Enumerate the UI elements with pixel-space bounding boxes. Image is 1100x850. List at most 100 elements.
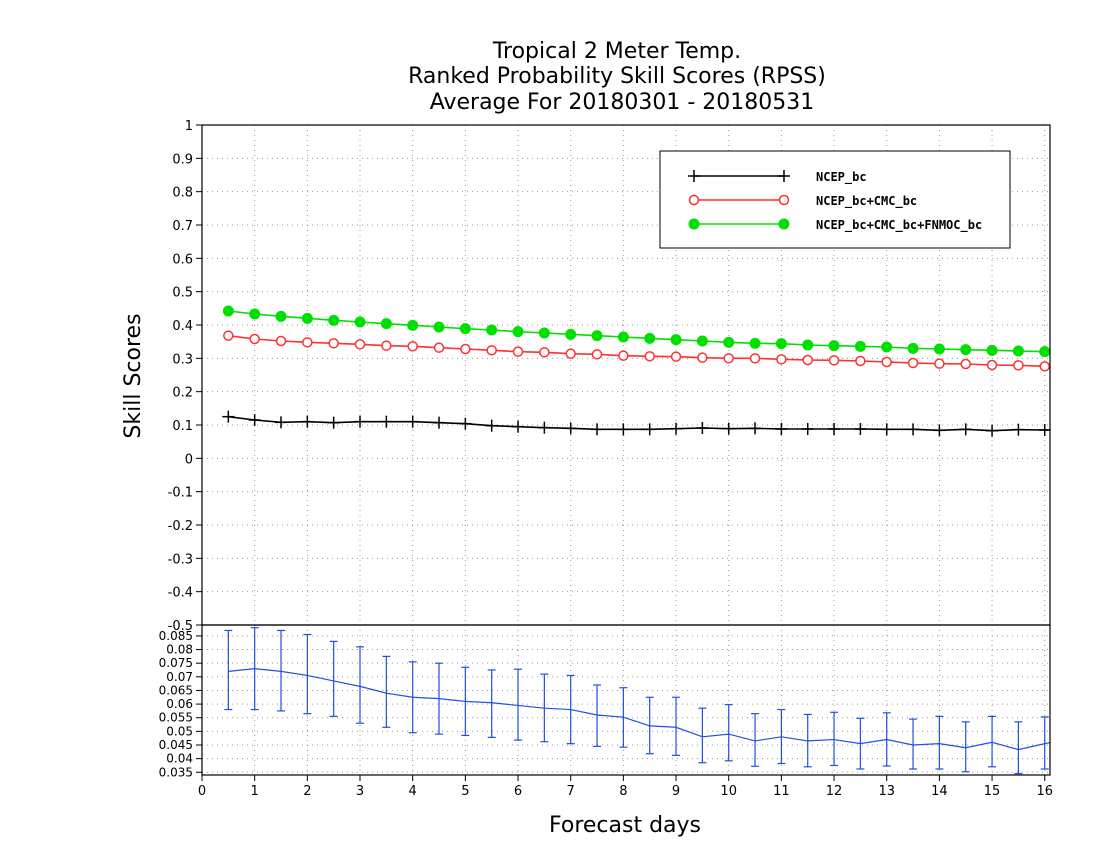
series-line [228, 415, 1051, 432]
top-y-tick-label: 0.9 [172, 152, 193, 167]
top-y-tick-label: 1 [185, 119, 193, 134]
bottom-y-tick-label: 0.055 [159, 711, 193, 725]
error-bar [672, 696, 681, 756]
data-point [538, 421, 551, 434]
top-y-tick-label: 0.2 [172, 386, 193, 401]
error-bar [988, 715, 997, 768]
data-point [723, 336, 735, 348]
legend-label: NCEP_bc+CMC_bc+FNMOC_bc [816, 218, 982, 233]
data-point [934, 358, 945, 369]
data-point [688, 194, 700, 206]
top-y-tick-label: -0.1 [168, 486, 193, 501]
legend-label: NCEP_bc [816, 170, 867, 185]
x-tick-label: 1 [251, 784, 259, 799]
series-1 [223, 330, 1051, 372]
error-bar [724, 704, 733, 762]
error-bar [277, 629, 286, 712]
data-point [723, 353, 734, 364]
series-line [228, 310, 1051, 353]
bottom-y-tick-label: 0.04 [166, 752, 193, 766]
top-y-tick-label: 0.1 [172, 419, 193, 434]
series-2 [222, 305, 1051, 358]
top-y-tick-label: 0.3 [172, 352, 193, 367]
skill-score-series [222, 305, 1051, 437]
legend-entry: NCEP_bc [688, 170, 867, 185]
x-tick-label: 3 [356, 784, 364, 799]
data-point [1012, 345, 1024, 357]
data-point [275, 335, 287, 347]
data-point [486, 345, 497, 356]
data-point [775, 423, 788, 435]
data-point [1039, 346, 1051, 358]
data-point [354, 339, 366, 350]
data-point [670, 422, 683, 435]
x-tick-label: 10 [720, 784, 737, 799]
top-y-tick-label: -0.4 [168, 586, 193, 601]
difference-line [228, 668, 1051, 751]
x-tick-label: 8 [619, 784, 627, 799]
data-point [933, 424, 946, 437]
data-point [433, 416, 446, 429]
skill-score-panel: 1 0.9 0.8 0.7 0.6 0.5 0.4 0.3 0.2 0.1 0 -0.1 -0.2 -0.… [168, 119, 1051, 634]
error-bar [935, 715, 944, 770]
data-point [354, 415, 367, 428]
data-point [986, 344, 998, 356]
error-bar [961, 721, 970, 773]
data-point [249, 333, 260, 345]
data-point [328, 314, 340, 326]
data-point [854, 340, 866, 352]
data-point [565, 348, 576, 359]
legend-entry: NCEP_bc+CMC_bc [688, 194, 917, 209]
error-bar [830, 711, 839, 767]
data-point [591, 330, 603, 342]
data-point [749, 337, 761, 349]
data-point [776, 354, 787, 365]
series-line [228, 334, 1051, 368]
bottom-y-tick-label: 0.05 [166, 724, 193, 738]
bottom-y-axis: 0.0850.080.0750.070.0650.060.0550.050.04… [159, 629, 202, 779]
data-point [564, 422, 577, 435]
data-point [828, 340, 840, 352]
data-point [275, 310, 287, 322]
bottom-y-tick-label: 0.06 [166, 697, 193, 711]
data-point [512, 420, 525, 433]
data-point [778, 218, 790, 230]
data-point [960, 358, 971, 370]
data-point [1012, 423, 1025, 436]
data-point [644, 332, 656, 344]
error-bar [356, 646, 365, 724]
data-point [591, 423, 604, 436]
data-point [778, 170, 790, 182]
bottom-y-tick-label: 0.035 [159, 765, 193, 779]
x-tick-label: 6 [514, 784, 522, 799]
data-point [828, 355, 840, 366]
data-point [459, 417, 472, 430]
top-y-axis: 1 0.9 0.8 0.7 0.6 0.5 0.4 0.3 0.2 0.1 0 -0.1 -0.2 -0.… [168, 119, 202, 634]
data-point [1013, 360, 1024, 371]
top-y-tick-label: -0.2 [168, 519, 193, 534]
data-point [433, 342, 445, 353]
x-axis: 0 1 2 3 4 5 6 7 8 9 10 11 12 13 14 15 16 [198, 775, 1053, 799]
data-point [512, 346, 524, 357]
data-point [565, 328, 577, 340]
data-point [802, 354, 813, 366]
data-point [275, 416, 288, 429]
error-bar [909, 718, 918, 770]
data-point [801, 423, 814, 435]
top-y-tick-label: -0.3 [168, 552, 193, 567]
data-point [644, 351, 655, 362]
top-y-tick-label: 0.7 [172, 219, 193, 234]
x-tick-label: 15 [984, 784, 1001, 799]
data-point [1039, 361, 1050, 372]
title-line-3: Average For 20180301 - 20180531 [430, 90, 815, 115]
top-gridlines [202, 125, 1050, 625]
data-point [960, 344, 972, 356]
error-bar [382, 655, 391, 728]
data-point [486, 324, 498, 336]
data-point [380, 318, 392, 330]
error-bar [303, 633, 312, 715]
data-point [778, 194, 790, 206]
data-point [986, 359, 998, 371]
bottom-gridlines [202, 625, 1050, 775]
top-y-tick-label: 0.5 [172, 286, 193, 301]
